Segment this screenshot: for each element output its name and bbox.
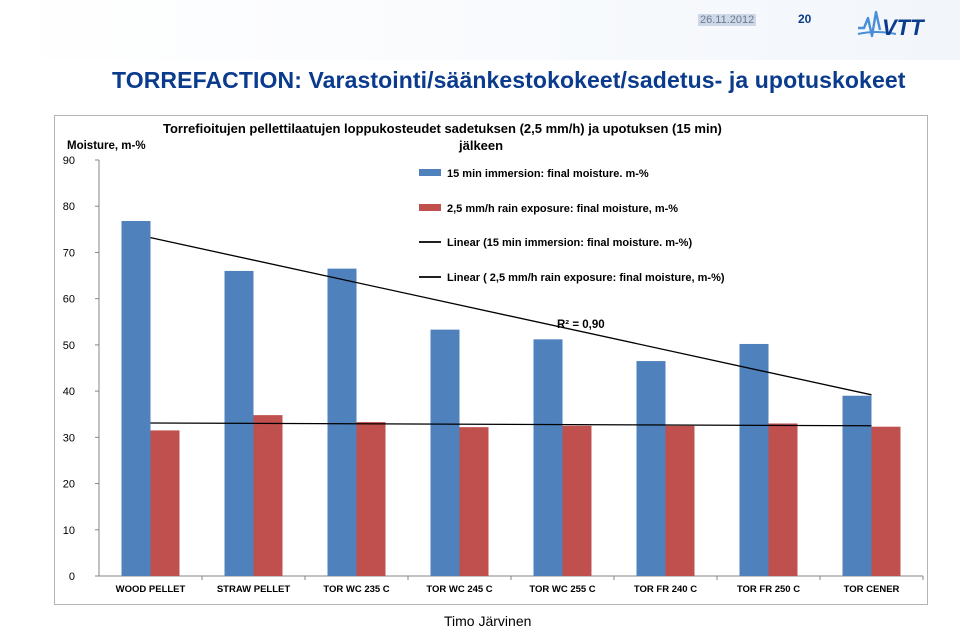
bar-rain xyxy=(768,423,798,576)
bar-rain xyxy=(253,415,283,576)
y-tick-label: 60 xyxy=(63,294,75,306)
y-tick-label: 70 xyxy=(63,247,75,259)
trendlines xyxy=(150,237,872,427)
chart-frame: Moisture, m-% Torrefioitujen pellettilaa… xyxy=(54,115,928,605)
chart-title-line-2: jälkeen xyxy=(458,138,503,153)
logo-text: VTT xyxy=(882,15,925,40)
x-tick-label: TOR FR 240 C xyxy=(634,584,697,595)
bar-immersion xyxy=(739,343,769,576)
bar-rain xyxy=(562,425,592,576)
bars xyxy=(121,221,901,576)
legend-trend-label: Linear ( 2,5 mm/h rain exposure: final m… xyxy=(447,272,725,284)
slide-date: 26.11.2012 xyxy=(698,14,757,26)
legend-swatch-immersion xyxy=(419,169,441,176)
legend-label-rain: 2,5 mm/h rain exposure: final moisture, … xyxy=(447,203,678,215)
bar-rain xyxy=(459,427,489,576)
vtt-wave-logo-icon: VTT xyxy=(857,10,925,40)
bar-rain xyxy=(871,426,901,576)
header-bar xyxy=(0,0,960,60)
slide-date-text: 26.11.2012 xyxy=(700,14,755,26)
legend-label-immersion: 15 min immersion: final moisture. m-% xyxy=(447,168,649,180)
moisture-bar-chart: Moisture, m-% Torrefioitujen pellettilaa… xyxy=(63,121,924,595)
legend: 15 min immersion: final moisture. m-% 2,5… xyxy=(419,168,725,284)
x-tick-label: TOR WC 235 C xyxy=(323,584,389,595)
y-tick-label: 10 xyxy=(63,525,75,537)
bar-immersion xyxy=(327,268,357,576)
x-tick-label: WOOD PELLET xyxy=(116,584,186,595)
footer-author: Timo Järvinen xyxy=(444,613,532,629)
bar-immersion xyxy=(636,361,666,576)
slide-title: TORREFACTION: Varastointi/säänkestokokee… xyxy=(112,67,906,93)
annotations: R² = 0,90 xyxy=(557,319,605,331)
y-tick-label: 30 xyxy=(63,432,75,444)
header-stripe xyxy=(0,0,960,60)
bar-immersion xyxy=(121,221,151,576)
bar-rain xyxy=(665,425,695,576)
bar-immersion xyxy=(842,395,872,576)
bar-rain xyxy=(356,422,386,576)
y-tick-label: 50 xyxy=(63,340,75,352)
trendline-rain xyxy=(150,422,872,427)
y-tick-label: 80 xyxy=(63,201,75,213)
x-tick-label: TOR WC 245 C xyxy=(426,584,492,595)
chart-title-line-1: Torrefioitujen pellettilaatujen loppukos… xyxy=(163,121,722,136)
y-tick-label: 20 xyxy=(63,479,75,491)
legend-swatch-rain xyxy=(419,204,441,211)
page-number: 20 xyxy=(798,12,812,26)
y-tick-label: 40 xyxy=(63,386,75,398)
bar-immersion xyxy=(533,339,563,576)
x-tick-label: TOR FR 250 C xyxy=(737,584,800,595)
x-tick-label: TOR WC 255 C xyxy=(529,584,595,595)
x-tick-label: STRAW PELLET xyxy=(217,584,291,595)
axes: 0 10 20 30 40 50 60 70 80 90 WOOD PELLET STRAW PELL… xyxy=(63,155,924,595)
r-squared-annotation: R² = 0,90 xyxy=(557,319,605,331)
bar-rain xyxy=(150,430,180,576)
trendline-immersion xyxy=(150,237,872,396)
y-tick-label: 0 xyxy=(69,571,75,583)
x-tick-label: TOR CENER xyxy=(844,584,900,595)
y-tick-label: 90 xyxy=(63,155,75,167)
bar-immersion xyxy=(430,329,460,576)
y-axis-label: Moisture, m-% xyxy=(67,140,146,152)
legend-trend-label: Linear (15 min immersion: final moisture… xyxy=(447,237,692,249)
